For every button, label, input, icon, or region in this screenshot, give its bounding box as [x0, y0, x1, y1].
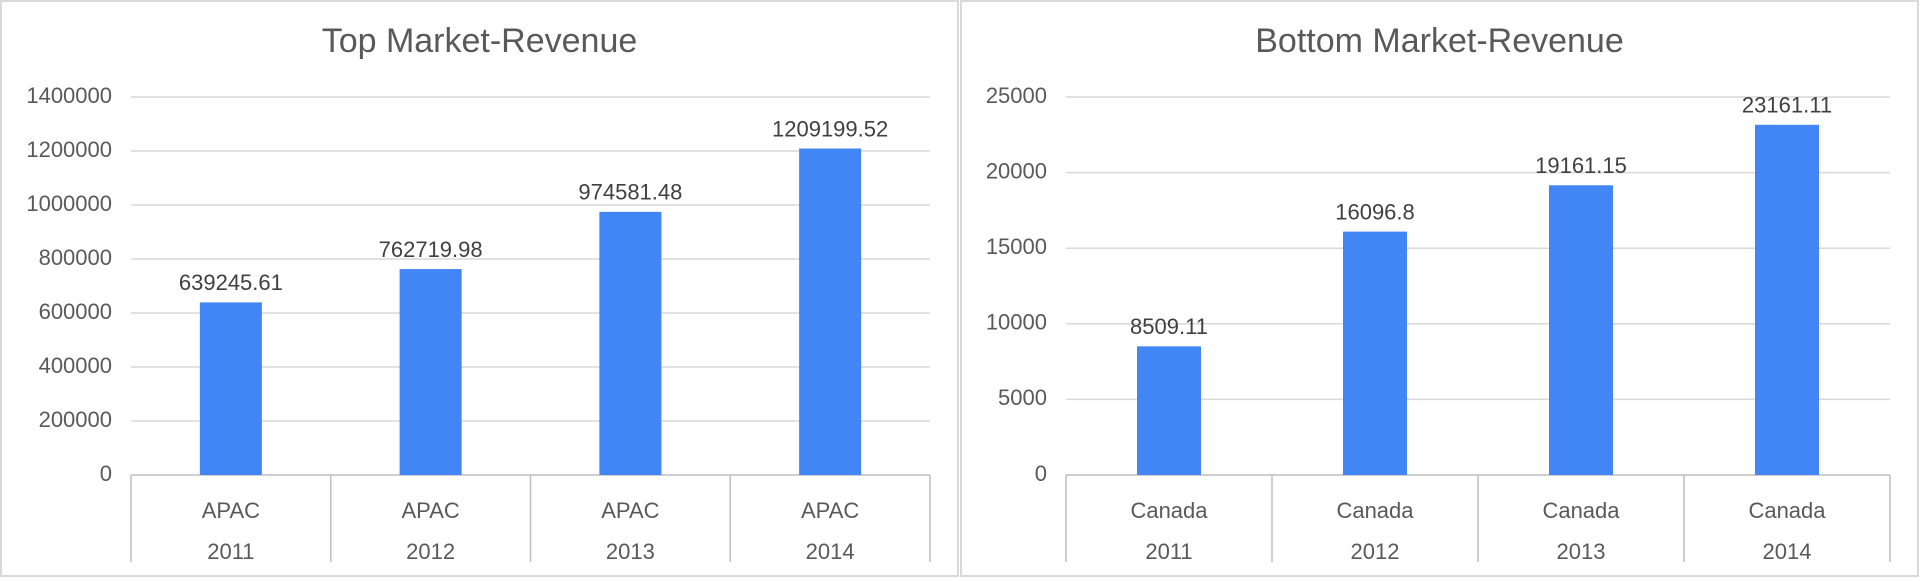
x-tick-label-market: Canada: [1542, 498, 1620, 523]
y-tick-label: 1400000: [26, 83, 112, 108]
y-tick-label: 15000: [986, 234, 1047, 259]
y-tick-label: 1200000: [26, 137, 112, 162]
x-tick-label-market: APAC: [401, 498, 459, 523]
y-tick-label: 0: [100, 461, 112, 486]
y-tick-label: 400000: [39, 353, 112, 378]
x-tick-label-market: Canada: [1748, 498, 1826, 523]
y-tick-label: 5000: [998, 385, 1047, 410]
y-tick-label: 0: [1035, 461, 1047, 486]
top-market-revenue-chart: Top Market-Revenue 0 200000 400000 600000 800…: [0, 0, 959, 577]
x-tick-label-market: APAC: [601, 498, 659, 523]
bar: [199, 302, 262, 475]
bar: [1755, 124, 1819, 475]
x-tick-label-market: Canada: [1336, 498, 1414, 523]
bar: [799, 148, 862, 476]
y-tick-label: 800000: [39, 245, 112, 270]
x-tick-label-year: 2013: [606, 539, 655, 564]
data-label: 639245.61: [179, 270, 283, 295]
data-label: 16096.8: [1335, 199, 1415, 224]
y-tick-label: 20000: [986, 158, 1047, 183]
chart-title: Top Market-Revenue: [322, 22, 638, 60]
x-tick-label-year: 2011: [207, 539, 254, 564]
y-tick-label: 600000: [39, 299, 112, 324]
data-label: 23161.11: [1742, 93, 1832, 118]
bar: [1137, 346, 1201, 475]
y-tick-label: 10000: [986, 310, 1047, 335]
data-label: 974581.48: [578, 180, 682, 205]
bar: [599, 211, 662, 475]
x-tick-label-market: APAC: [202, 498, 260, 523]
bar: [1343, 231, 1407, 475]
y-tick-label: 25000: [986, 83, 1047, 108]
x-tick-label-year: 2013: [1557, 539, 1606, 564]
bottom-market-revenue-chart: Bottom Market-Revenue 0 5000 10000 15000 2000…: [960, 0, 1919, 577]
bar: [1549, 185, 1613, 475]
y-tick-label: 1000000: [26, 191, 112, 216]
data-label: 19161.15: [1535, 153, 1627, 178]
x-tick-label-year: 2011: [1145, 539, 1192, 564]
x-tick-label-year: 2012: [406, 539, 455, 564]
x-tick-label-year: 2012: [1351, 539, 1400, 564]
x-tick-label-market: APAC: [801, 498, 859, 523]
y-tick-label: 200000: [39, 407, 112, 432]
data-label: 762719.98: [379, 237, 483, 262]
x-tick-label-market: Canada: [1130, 498, 1208, 523]
chart-title: Bottom Market-Revenue: [1255, 22, 1624, 60]
x-tick-label-year: 2014: [806, 539, 855, 564]
x-tick-label-year: 2014: [1763, 539, 1812, 564]
data-label: 1209199.52: [772, 116, 888, 141]
bar: [399, 269, 462, 475]
data-label: 8509.11: [1130, 314, 1208, 339]
